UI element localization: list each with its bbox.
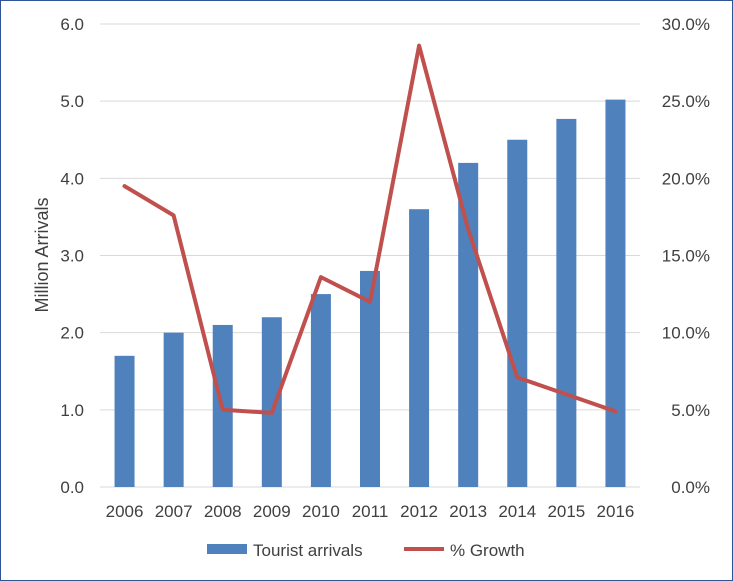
- left-tick-label: 4.0: [60, 169, 84, 188]
- bar-2014: [507, 139, 528, 487]
- bar-2009: [261, 317, 282, 487]
- right-tick-label: 15.0%: [662, 247, 710, 266]
- legend: Tourist arrivals % Growth: [207, 541, 525, 560]
- left-tick-label: 1.0: [60, 401, 84, 420]
- x-tick-label: 2014: [498, 502, 536, 521]
- x-tick-label: 2008: [204, 502, 242, 521]
- x-axis-ticks: 2006 2007 2008 2009 2010 2011 2012 2013 2014 2015…: [106, 502, 635, 521]
- left-axis-title: Million Arrivals: [32, 197, 52, 312]
- x-tick-label: 2006: [106, 502, 144, 521]
- right-tick-label: 20.0%: [662, 169, 710, 188]
- left-tick-label: 0.0: [60, 478, 84, 497]
- x-tick-label: 2007: [155, 502, 193, 521]
- legend-swatch-tourist-arrivals: [207, 544, 247, 554]
- gridlines: [100, 23, 640, 488]
- right-tick-label: 30.0%: [662, 15, 710, 34]
- bar-2011: [360, 270, 380, 487]
- left-tick-label: 3.0: [60, 247, 84, 266]
- x-tick-label: 2015: [547, 502, 585, 521]
- left-tick-label: 6.0: [60, 15, 84, 34]
- x-tick-label: 2016: [597, 502, 635, 521]
- x-tick-label: 2009: [253, 502, 291, 521]
- legend-label-growth: % Growth: [450, 541, 525, 560]
- bar-2006: [114, 355, 135, 487]
- x-tick-label: 2013: [449, 502, 487, 521]
- right-tick-label: 0.0%: [671, 478, 710, 497]
- x-tick-label: 2011: [352, 502, 389, 521]
- bar-2012: [409, 209, 430, 487]
- bar-2016: [605, 99, 626, 487]
- line-series-growth: [122, 43, 618, 415]
- legend-label-tourist-arrivals: Tourist arrivals: [253, 541, 363, 560]
- right-tick-label: 10.0%: [662, 324, 710, 343]
- bar-2015: [556, 118, 577, 487]
- right-tick-label: 5.0%: [671, 401, 710, 420]
- x-tick-label: 2012: [400, 502, 438, 521]
- bar-2013: [458, 162, 479, 487]
- left-tick-label: 2.0: [60, 324, 84, 343]
- x-tick-label: 2010: [302, 502, 340, 521]
- right-axis-ticks: 0.0% 5.0% 10.0% 15.0% 20.0% 25.0% 30.0%: [662, 15, 710, 497]
- bar-2010: [310, 294, 331, 487]
- left-axis-ticks: 0.0 1.0 2.0 3.0 4.0 5.0 6.0: [60, 15, 84, 497]
- right-tick-label: 25.0%: [662, 92, 710, 111]
- left-tick-label: 5.0: [60, 92, 84, 111]
- bar-2007: [163, 332, 184, 487]
